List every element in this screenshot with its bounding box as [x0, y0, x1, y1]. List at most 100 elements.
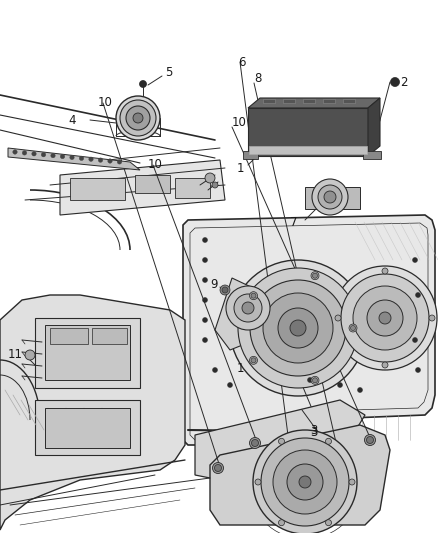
Circle shape [212, 367, 218, 373]
Circle shape [290, 320, 306, 336]
Circle shape [311, 376, 319, 384]
Circle shape [333, 266, 437, 370]
Bar [342, 187, 360, 209]
Circle shape [350, 326, 356, 330]
Polygon shape [210, 425, 390, 525]
Circle shape [212, 182, 218, 188]
Circle shape [278, 308, 318, 348]
Polygon shape [215, 278, 268, 350]
Bar [135, 175, 170, 193]
Circle shape [367, 437, 374, 443]
Circle shape [120, 100, 156, 136]
Circle shape [202, 297, 208, 303]
Bar [363, 151, 381, 159]
Circle shape [379, 312, 391, 324]
Circle shape [117, 160, 122, 164]
Bar [35, 400, 140, 455]
Circle shape [202, 257, 208, 262]
Circle shape [349, 479, 355, 485]
Circle shape [212, 463, 223, 473]
Circle shape [364, 434, 375, 446]
Circle shape [60, 154, 65, 159]
Text: 9: 9 [210, 279, 218, 292]
Circle shape [202, 318, 208, 322]
Circle shape [416, 293, 420, 297]
Circle shape [338, 383, 343, 387]
Circle shape [251, 293, 256, 298]
Circle shape [311, 272, 319, 280]
Bar [70, 178, 125, 200]
Polygon shape [0, 295, 185, 530]
Bar [243, 151, 258, 159]
Text: 6: 6 [238, 55, 246, 69]
Circle shape [13, 150, 17, 154]
Text: 1: 1 [237, 361, 244, 375]
Circle shape [251, 440, 258, 447]
Circle shape [367, 300, 403, 336]
Text: 10: 10 [148, 158, 163, 172]
Circle shape [416, 367, 420, 373]
Bar [343, 99, 355, 103]
Circle shape [307, 377, 312, 383]
Bar [323, 99, 335, 103]
Circle shape [335, 315, 341, 321]
Circle shape [222, 287, 228, 293]
Text: 8: 8 [254, 71, 261, 85]
Circle shape [126, 106, 150, 130]
Circle shape [382, 268, 388, 274]
Text: 10: 10 [98, 96, 113, 109]
Circle shape [357, 387, 363, 392]
Circle shape [234, 294, 262, 322]
Circle shape [253, 430, 357, 533]
Circle shape [251, 358, 256, 363]
Circle shape [51, 154, 55, 158]
Circle shape [32, 151, 36, 156]
Circle shape [413, 257, 417, 262]
Polygon shape [60, 160, 225, 215]
Polygon shape [8, 148, 140, 170]
Circle shape [22, 151, 27, 155]
Circle shape [242, 302, 254, 314]
Circle shape [70, 155, 74, 159]
Circle shape [226, 286, 270, 330]
Circle shape [230, 260, 366, 396]
Circle shape [391, 77, 399, 86]
Bar [249, 146, 367, 154]
Circle shape [413, 337, 417, 343]
Circle shape [202, 278, 208, 282]
Circle shape [250, 357, 258, 365]
Text: 7: 7 [290, 215, 297, 229]
Polygon shape [248, 98, 380, 108]
Circle shape [238, 268, 358, 388]
Circle shape [133, 113, 143, 123]
Circle shape [279, 438, 285, 445]
Circle shape [325, 438, 332, 445]
Circle shape [273, 450, 337, 514]
Polygon shape [195, 400, 365, 480]
Bar [45, 408, 130, 448]
Circle shape [220, 285, 230, 295]
Text: 11: 11 [8, 349, 23, 361]
Circle shape [250, 280, 346, 376]
Circle shape [250, 438, 261, 448]
Text: 3: 3 [310, 424, 318, 437]
Circle shape [202, 337, 208, 343]
Circle shape [279, 520, 285, 526]
Text: 10: 10 [232, 116, 247, 128]
Bar [35, 318, 140, 388]
Circle shape [255, 479, 261, 485]
Circle shape [324, 191, 336, 203]
Circle shape [202, 238, 208, 243]
Circle shape [227, 383, 233, 387]
Circle shape [287, 464, 323, 500]
Circle shape [41, 152, 46, 157]
Circle shape [312, 378, 318, 383]
Bar [303, 99, 315, 103]
Bar [283, 99, 295, 103]
Polygon shape [183, 215, 435, 445]
Circle shape [215, 464, 222, 472]
Circle shape [325, 520, 332, 526]
Text: 5: 5 [165, 67, 173, 79]
Circle shape [98, 158, 102, 163]
Circle shape [318, 185, 342, 209]
